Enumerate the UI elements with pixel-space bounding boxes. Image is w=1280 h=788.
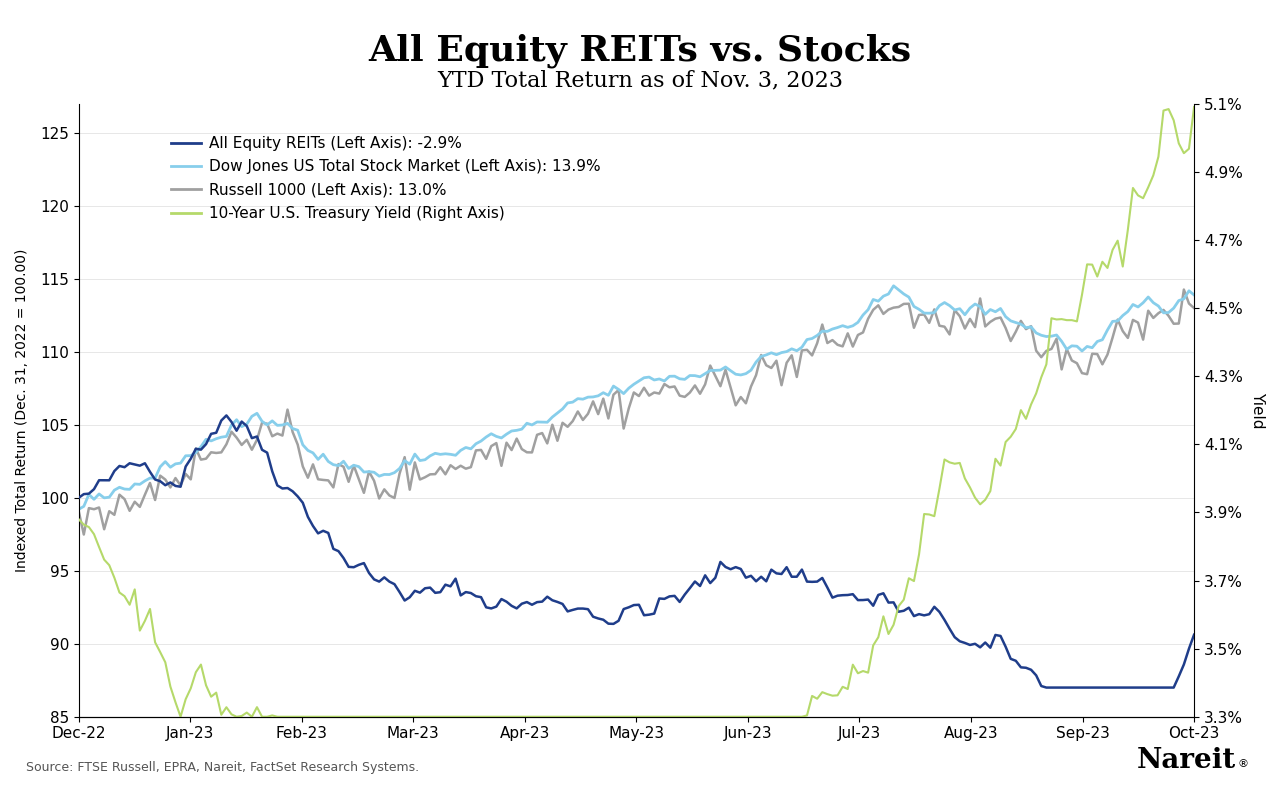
Text: ®: ® <box>1238 759 1249 769</box>
Text: Source: FTSE Russell, EPRA, Nareit, FactSet Research Systems.: Source: FTSE Russell, EPRA, Nareit, Fact… <box>26 761 419 774</box>
Y-axis label: Yield: Yield <box>1251 392 1265 429</box>
Legend: All Equity REITs (Left Axis): -2.9%, Dow Jones US Total Stock Market (Left Axis): All Equity REITs (Left Axis): -2.9%, Dow… <box>164 130 607 227</box>
Text: Nareit: Nareit <box>1137 747 1236 774</box>
Text: All Equity REITs vs. Stocks: All Equity REITs vs. Stocks <box>369 34 911 69</box>
Text: YTD Total Return as of Nov. 3, 2023: YTD Total Return as of Nov. 3, 2023 <box>436 69 844 91</box>
Y-axis label: Indexed Total Return (Dec. 31, 2022 = 100.00): Indexed Total Return (Dec. 31, 2022 = 10… <box>15 248 29 572</box>
